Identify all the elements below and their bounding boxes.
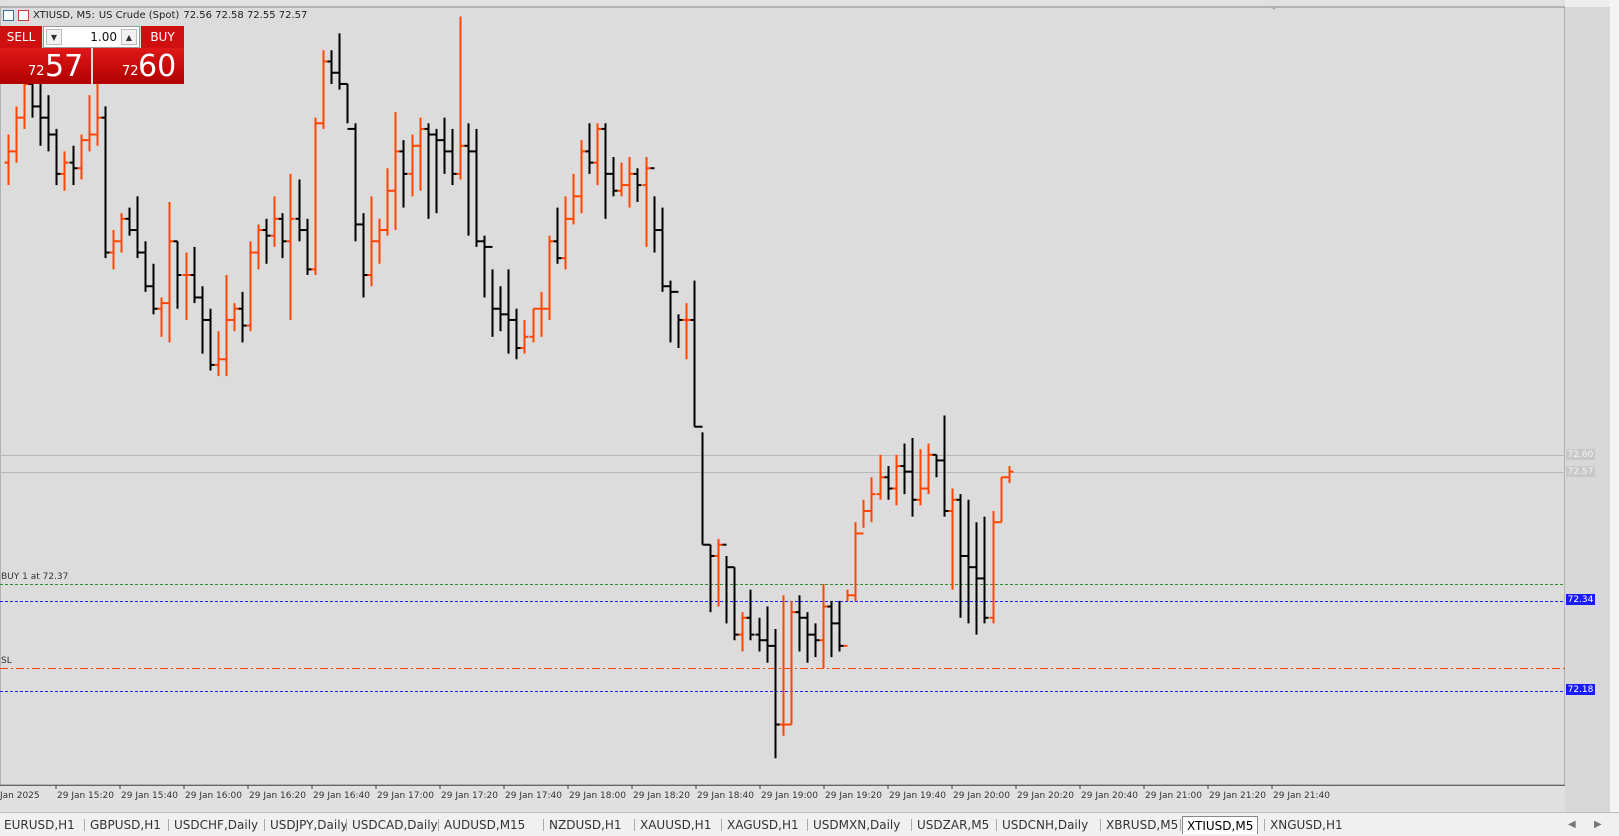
buy-button[interactable]: BUY [141, 26, 184, 48]
lot-down-icon[interactable]: ▼ [46, 29, 62, 45]
chart-tab[interactable]: EURUSD,H1 [4, 818, 75, 832]
bid-price-tag: 72.57 [1566, 466, 1595, 477]
chart-tab[interactable]: AUDUSD,M15 [444, 818, 526, 832]
time-tick-label: 29 Jan 17:40 [505, 791, 562, 801]
chart-tab[interactable]: XBRUSD,M5 [1106, 818, 1179, 832]
price-tag-lower: 72.18 [1566, 684, 1595, 695]
time-tick-label: 29 Jan 18:20 [633, 791, 690, 801]
scroll-right-icon[interactable]: ▶ [1594, 819, 1602, 830]
ask-price-tag: 72.60 [1566, 449, 1595, 460]
chart-tab[interactable]: USDZAR,M5 [917, 818, 990, 832]
buy-price-prefix: 72 [122, 64, 139, 79]
time-tick-label: Jan 2025 [0, 791, 40, 801]
right-side-strip [1610, 0, 1619, 812]
time-tick-label: 29 Jan 21:40 [1273, 791, 1330, 801]
chart-tab[interactable]: NZDUSD,H1 [549, 818, 622, 832]
time-tick-label: 29 Jan 20:00 [953, 791, 1010, 801]
time-tick-label: 29 Jan 21:20 [1209, 791, 1266, 801]
chart-tab[interactable]: USDCAD,Daily [352, 818, 438, 832]
sell-price-main: 57 [45, 49, 84, 84]
tab-separator [911, 819, 912, 831]
sell-button[interactable]: SELL [0, 26, 42, 48]
time-tick-label: 29 Jan 18:00 [569, 791, 626, 801]
lot-value[interactable]: 1.00 [90, 30, 117, 44]
time-tick-label: 29 Jan 15:20 [57, 791, 114, 801]
chart-tab[interactable]: GBPUSD,H1 [90, 818, 161, 832]
one-click-trading-icon[interactable] [18, 10, 29, 21]
time-tick-label: 29 Jan 21:00 [1145, 791, 1202, 801]
chart-tab-bar: ◀ ▶ EURUSD,H1 GBPUSD,H1 USDCHF,Daily USDJPY… [0, 812, 1619, 836]
lot-up-icon[interactable]: ▲ [121, 29, 137, 45]
chart-symbol: XTIUSD, M5: [33, 10, 95, 21]
price-tag-upper: 72.34 [1566, 594, 1595, 605]
tab-separator [807, 819, 808, 831]
chart-ohlc: 72.56 72.58 72.55 72.57 [183, 10, 308, 21]
chart-tab[interactable]: USDMXN,Daily [813, 818, 901, 832]
tab-separator [264, 819, 265, 831]
price-chart[interactable]: 73.3473.2873.2273.1673.1073.0472.9872.92… [0, 0, 1565, 812]
tab-separator [1264, 819, 1265, 831]
stop-loss-label: SL [1, 656, 12, 666]
chart-tab[interactable]: XTIUSD,M5 [1182, 816, 1259, 834]
chart-tab[interactable]: XAUUSD,H1 [640, 818, 712, 832]
chart-shift-marker[interactable] [1270, 6, 1278, 10]
time-tick-label: 29 Jan 20:40 [1081, 791, 1138, 801]
chart-tab[interactable]: USDCHF,Daily [174, 818, 259, 832]
tab-separator [543, 819, 544, 831]
time-tick-label: 29 Jan 19:40 [889, 791, 946, 801]
chart-area[interactable]: 73.3473.2873.2273.1673.1073.0472.9872.92… [0, 0, 1595, 812]
time-tick-label: 29 Jan 20:20 [1017, 791, 1074, 801]
tab-separator [168, 819, 169, 831]
sell-price-display[interactable]: 72 57 [0, 48, 91, 84]
time-tick-label: 29 Jan 16:40 [313, 791, 370, 801]
time-tick-label: 29 Jan 15:40 [121, 791, 178, 801]
lot-size-input[interactable]: ▼ 1.00 ▲ [43, 26, 140, 48]
scroll-left-icon[interactable]: ◀ [1568, 819, 1576, 830]
chart-tab[interactable]: USDJPY,Daily [270, 818, 348, 832]
buy-price-display[interactable]: 72 60 [93, 48, 184, 84]
chart-menu-icon[interactable] [3, 10, 14, 21]
chart-tab[interactable]: XNGUSD,H1 [1270, 818, 1343, 832]
buy-price-main: 60 [138, 49, 177, 84]
time-tick-label: 29 Jan 16:20 [249, 791, 306, 801]
tab-separator [1180, 819, 1181, 831]
time-tick-label: 29 Jan 19:20 [825, 791, 882, 801]
buy-order-label: BUY 1 at 72.37 [1, 572, 69, 582]
time-tick-label: 29 Jan 17:20 [441, 791, 498, 801]
chart-title: XTIUSD, M5: US Crude (Spot) 72.56 72.58 … [3, 10, 307, 21]
time-tick-label: 29 Jan 16:00 [185, 791, 242, 801]
time-tick-label: 29 Jan 19:00 [761, 791, 818, 801]
chart-tab[interactable]: USDCNH,Daily [1002, 818, 1089, 832]
time-tick-label: 29 Jan 17:00 [377, 791, 434, 801]
chart-description: US Crude (Spot) [98, 10, 180, 21]
tab-separator [634, 819, 635, 831]
time-tick-label: 29 Jan 18:40 [697, 791, 754, 801]
sell-price-prefix: 72 [28, 64, 45, 79]
tab-separator [996, 819, 997, 831]
tab-separator [438, 819, 439, 831]
chart-tab[interactable]: XAGUSD,H1 [727, 818, 799, 832]
tab-separator [721, 819, 722, 831]
one-click-trade-panel: SELL ▼ 1.00 ▲ BUY 72 57 72 60 [0, 26, 185, 84]
tab-separator [84, 819, 85, 831]
tab-separator [1100, 819, 1101, 831]
tab-separator [346, 819, 347, 831]
